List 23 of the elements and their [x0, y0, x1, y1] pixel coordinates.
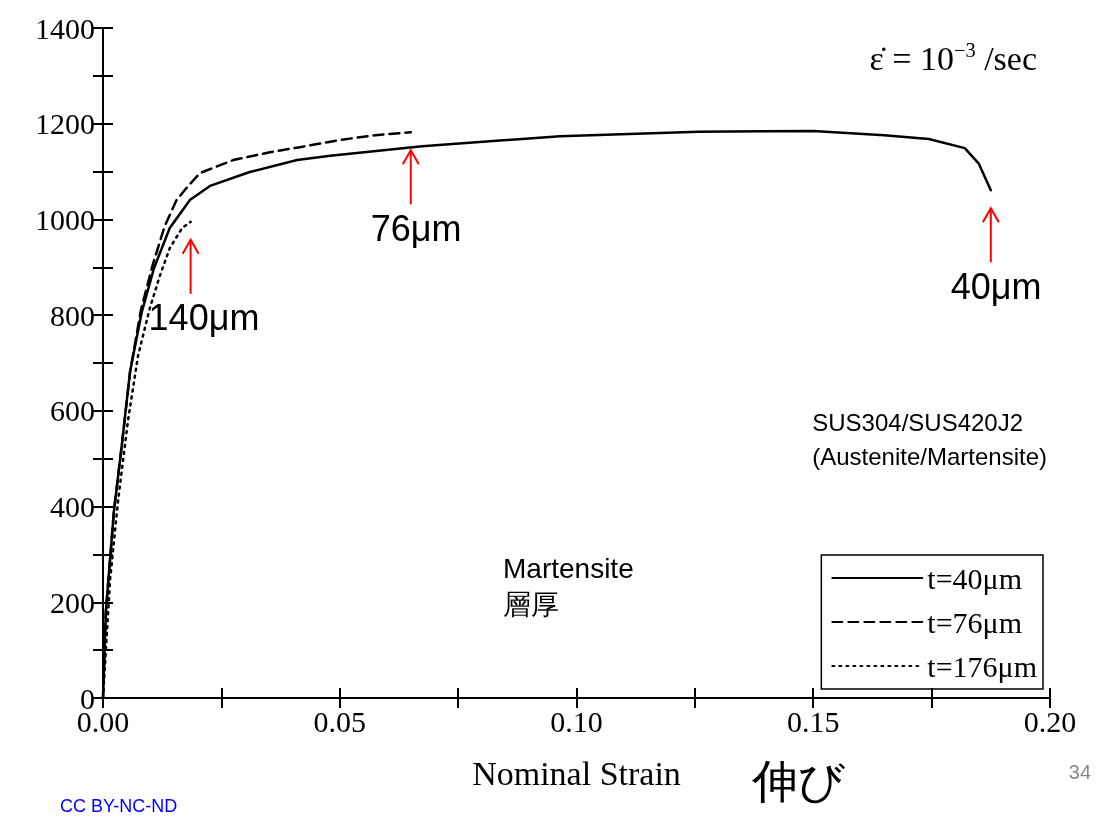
legend-label: t=40μm [927, 561, 1023, 595]
y-tick-label: 600 [50, 394, 95, 428]
text: 34 [1068, 761, 1091, 783]
text: 伸び [751, 755, 845, 807]
legend-label: t=76μm [927, 605, 1023, 639]
legend-label: t=176μm [927, 649, 1038, 683]
annotation: 40μm [950, 265, 1042, 307]
x-tick-label: 0.05 [313, 704, 366, 738]
x-tick-label: 0.10 [550, 704, 603, 738]
x-axis-title: Nominal Strain [472, 754, 681, 792]
annotation: 76μm [370, 207, 462, 249]
annotation: SUS304/SUS420J2 (Austenite/Martensite) [812, 408, 1047, 470]
y-tick-label: 1200 [35, 107, 95, 141]
x-tick-label: 0.15 [787, 704, 840, 738]
y-tick-label: 200 [50, 585, 95, 619]
y-tick-label: 1000 [35, 202, 95, 236]
y-tick-label: 1400 [35, 11, 95, 45]
y-tick-label: 800 [50, 298, 95, 332]
x-tick-label: 0.20 [1023, 704, 1077, 738]
annotation: Martensite 層厚 [503, 552, 634, 620]
y-tick-label: 400 [50, 490, 95, 524]
text: CC BY-NC-ND [60, 796, 178, 816]
annotation: 140μm [148, 297, 260, 339]
